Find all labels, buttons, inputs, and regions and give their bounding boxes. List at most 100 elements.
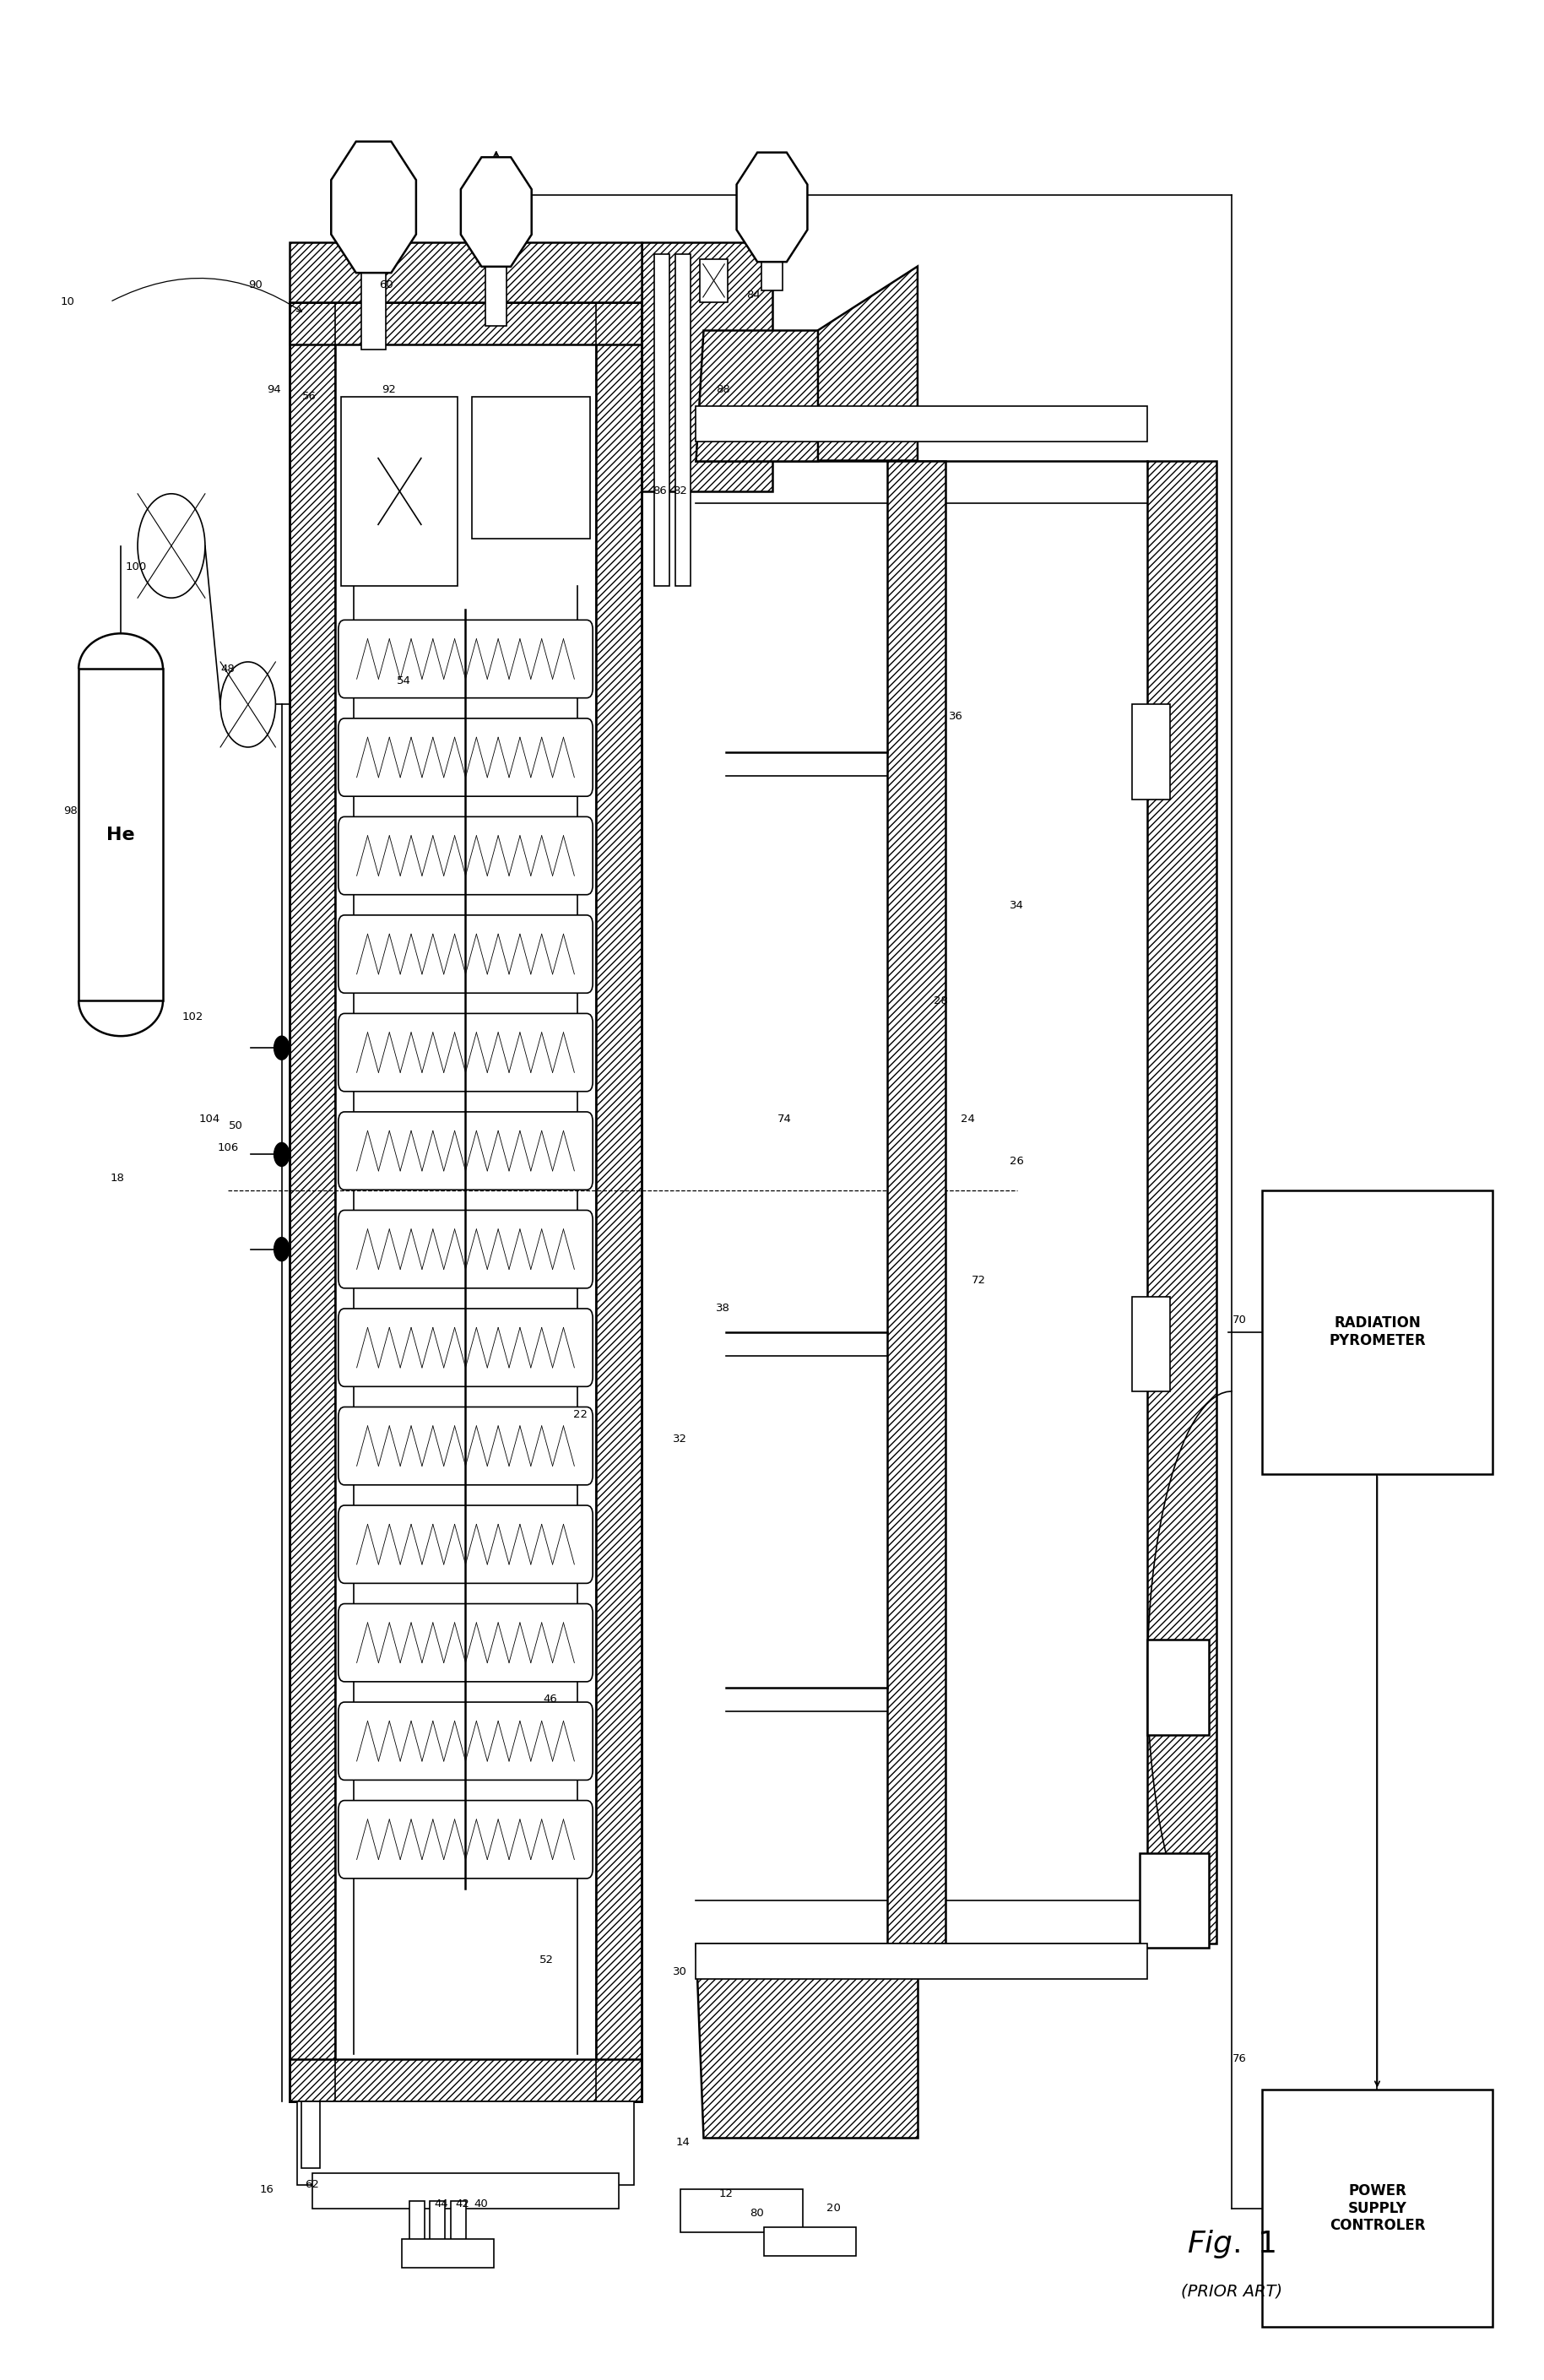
- Polygon shape: [289, 302, 642, 345]
- FancyBboxPatch shape: [338, 1604, 593, 1683]
- Bar: [1132, 704, 1170, 800]
- Circle shape: [273, 1238, 289, 1261]
- Text: 82: 82: [673, 486, 687, 497]
- Text: 38: 38: [716, 1302, 730, 1314]
- Text: 88: 88: [716, 383, 730, 395]
- Bar: [301, 2102, 320, 2168]
- Text: 30: 30: [673, 1966, 687, 1978]
- Text: 56: 56: [303, 390, 317, 402]
- Bar: [1147, 1640, 1209, 1735]
- Text: 10: 10: [60, 298, 74, 307]
- Bar: [655, 255, 670, 585]
- Polygon shape: [289, 302, 335, 2102]
- Text: He: He: [107, 826, 134, 843]
- Polygon shape: [460, 157, 531, 267]
- Text: 98: 98: [63, 804, 77, 816]
- Text: 80: 80: [749, 2209, 764, 2218]
- Polygon shape: [818, 267, 917, 462]
- FancyBboxPatch shape: [338, 816, 593, 895]
- Bar: [1263, 2090, 1492, 2328]
- Bar: [761, 195, 783, 290]
- Bar: [679, 2190, 803, 2232]
- Text: 44: 44: [434, 2199, 448, 2209]
- Polygon shape: [596, 302, 642, 2102]
- Bar: [699, 259, 727, 302]
- Text: 76: 76: [1232, 2054, 1246, 2063]
- Text: 100: 100: [125, 562, 147, 574]
- Text: 22: 22: [573, 1409, 588, 1421]
- Text: 70: 70: [1232, 1314, 1246, 1326]
- Text: $\mathit{Fig.}\ \mathit{1}$: $\mathit{Fig.}\ \mathit{1}$: [1187, 2228, 1277, 2261]
- Polygon shape: [695, 331, 818, 462]
- Bar: [1132, 1297, 1170, 1392]
- Text: 14: 14: [676, 2137, 690, 2147]
- FancyBboxPatch shape: [338, 1799, 593, 1878]
- Circle shape: [273, 1035, 289, 1059]
- FancyBboxPatch shape: [338, 1504, 593, 1583]
- Bar: [764, 2228, 857, 2256]
- Text: (PRIOR ART): (PRIOR ART): [1181, 2282, 1283, 2299]
- Text: 40: 40: [474, 2199, 488, 2209]
- Bar: [695, 407, 1147, 443]
- Text: 48: 48: [221, 664, 235, 674]
- FancyBboxPatch shape: [338, 719, 593, 797]
- Text: 28: 28: [934, 995, 948, 1007]
- Text: 26: 26: [1010, 1157, 1024, 1166]
- Text: RADIATION
PYROMETER: RADIATION PYROMETER: [1329, 1316, 1425, 1349]
- Bar: [471, 397, 590, 538]
- Bar: [1139, 1854, 1209, 1947]
- Polygon shape: [642, 243, 772, 490]
- Text: 106: 106: [218, 1142, 239, 1152]
- Text: 36: 36: [948, 712, 963, 721]
- Polygon shape: [736, 152, 808, 262]
- Bar: [289, 243, 642, 302]
- Text: 84: 84: [747, 290, 761, 300]
- Text: 42: 42: [455, 2199, 469, 2209]
- Text: 24: 24: [960, 1114, 976, 1123]
- Text: 54: 54: [397, 676, 411, 685]
- Polygon shape: [330, 140, 415, 274]
- Text: 62: 62: [306, 2180, 320, 2190]
- Text: 90: 90: [249, 281, 262, 290]
- Text: 50: 50: [229, 1121, 242, 1130]
- Polygon shape: [289, 2059, 642, 2102]
- Text: 32: 32: [673, 1433, 687, 1445]
- Bar: [312, 2173, 619, 2209]
- FancyBboxPatch shape: [338, 1014, 593, 1092]
- Text: 12: 12: [720, 2190, 733, 2199]
- Text: 72: 72: [971, 1276, 987, 1285]
- Bar: [79, 669, 164, 1000]
- Bar: [341, 397, 459, 585]
- FancyBboxPatch shape: [338, 1111, 593, 1190]
- Text: 16: 16: [259, 2185, 273, 2194]
- Bar: [296, 2102, 635, 2185]
- Bar: [361, 195, 386, 350]
- Text: 18: 18: [111, 1173, 125, 1183]
- Circle shape: [273, 1142, 289, 1166]
- Bar: [409, 2202, 425, 2244]
- Text: 60: 60: [378, 281, 392, 290]
- Text: 94: 94: [267, 383, 281, 395]
- Text: 34: 34: [1010, 900, 1024, 912]
- Text: 102: 102: [182, 1012, 204, 1023]
- Polygon shape: [886, 462, 945, 1942]
- Text: POWER
SUPPLY
CONTROLER: POWER SUPPLY CONTROLER: [1329, 2182, 1425, 2232]
- Bar: [451, 2202, 466, 2244]
- Polygon shape: [1147, 462, 1217, 1942]
- Bar: [1263, 1190, 1492, 1473]
- Circle shape: [221, 662, 275, 747]
- Bar: [429, 2202, 445, 2244]
- FancyBboxPatch shape: [338, 1309, 593, 1388]
- FancyBboxPatch shape: [338, 1209, 593, 1288]
- Text: 74: 74: [777, 1114, 792, 1123]
- FancyBboxPatch shape: [338, 1407, 593, 1485]
- Text: 46: 46: [543, 1695, 557, 1704]
- Bar: [695, 1942, 1147, 1978]
- FancyBboxPatch shape: [338, 1702, 593, 1780]
- Bar: [401, 2240, 494, 2268]
- Bar: [485, 195, 506, 326]
- Bar: [675, 255, 690, 585]
- Text: 104: 104: [199, 1114, 221, 1123]
- Text: 20: 20: [826, 2204, 840, 2213]
- Circle shape: [137, 493, 205, 597]
